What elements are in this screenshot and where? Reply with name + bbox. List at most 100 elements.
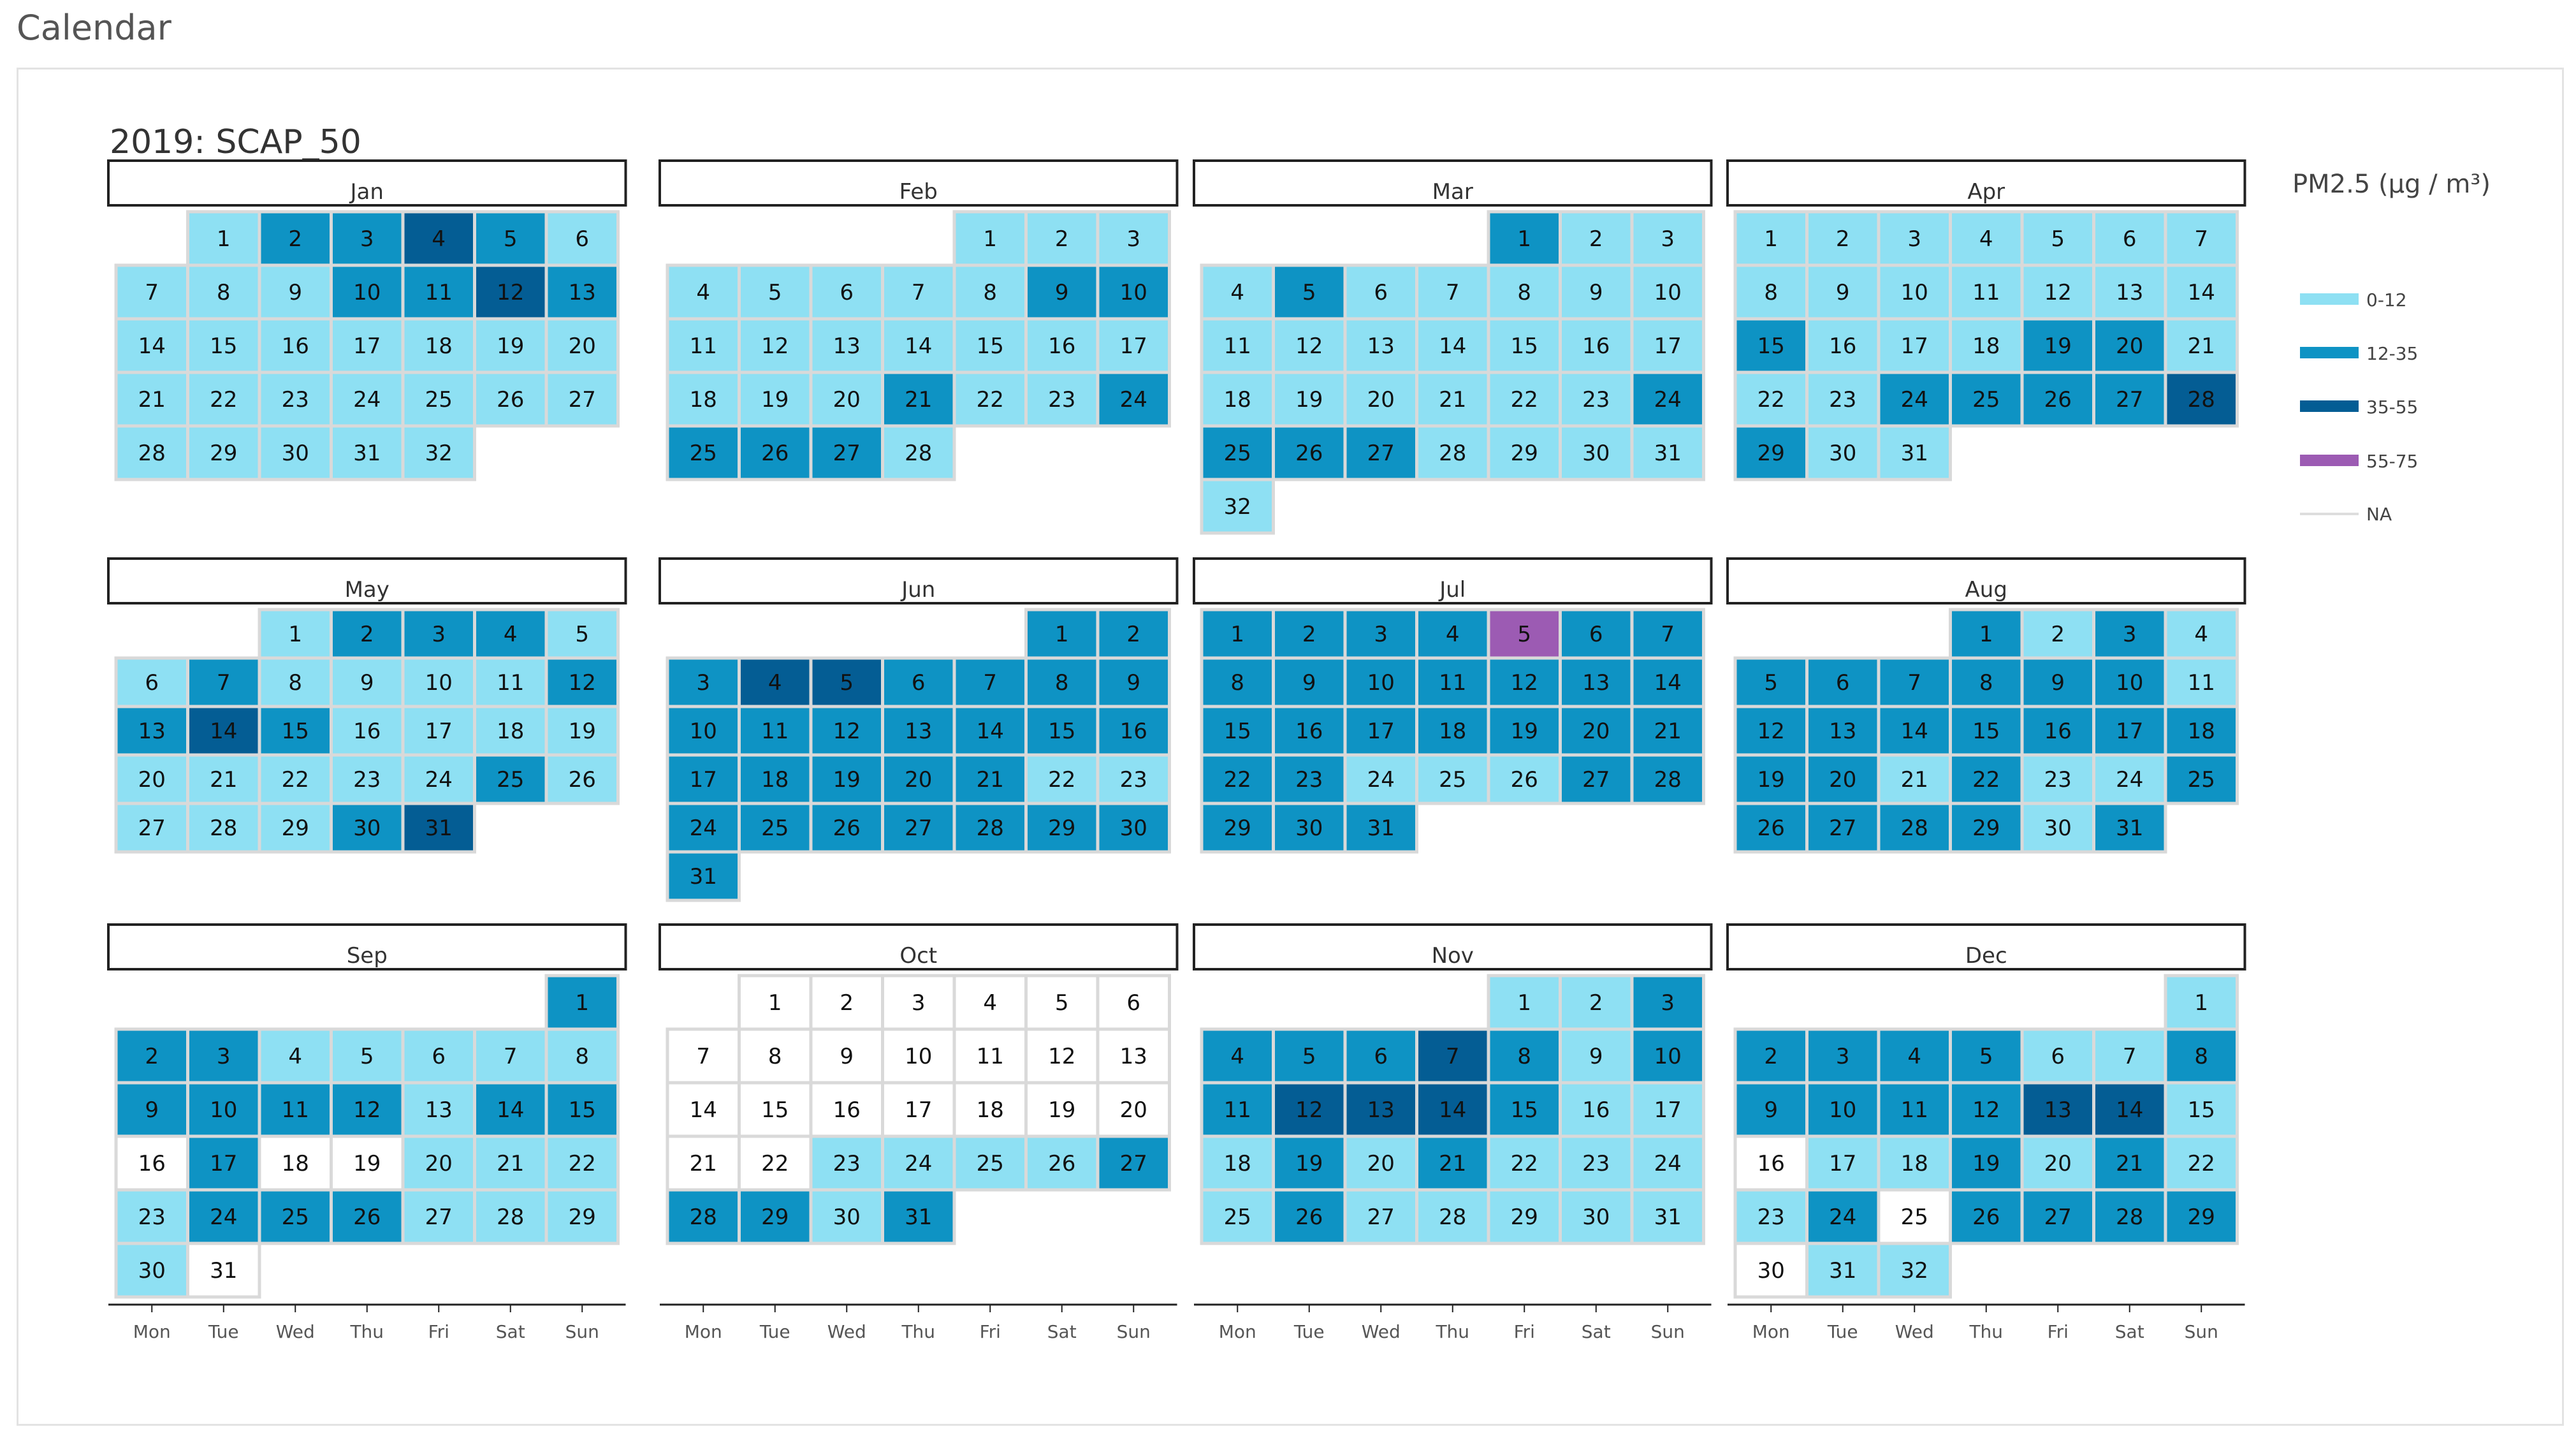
day-number: 18 [1439,719,1466,744]
day-number: 28 [1439,441,1466,466]
day-cell [666,850,741,902]
day-number: 20 [2044,1151,2072,1176]
day-cell [881,424,956,481]
day-number: 14 [1901,719,1928,744]
day-number: 14 [138,333,166,359]
day-number: 6 [1836,670,1850,696]
day-number: 15 [1048,719,1075,744]
day-number: 26 [833,816,861,841]
day-number: 24 [353,387,381,413]
day-number: 15 [282,719,309,744]
weekday-label: Thu [349,1321,384,1342]
day-number: 3 [432,622,446,647]
day-number: 28 [1654,767,1682,793]
day-number: 12 [1972,1097,2000,1123]
day-cell [186,317,261,374]
day-cell [1733,753,1808,805]
day-number: 14 [977,719,1004,744]
day-number: 1 [1764,226,1778,252]
day-number: 27 [1367,1205,1395,1230]
day-number: 22 [1048,767,1075,793]
day-cell [1877,1241,1952,1299]
day-cell [952,370,1028,428]
day-cell [330,424,405,481]
day-cell [401,802,476,854]
day-number: 12 [1295,1097,1323,1123]
weekday-label: Sat [2115,1321,2144,1342]
legend-swatch [2300,400,2359,412]
day-number: 3 [1126,226,1140,252]
day-number: 13 [569,280,596,305]
day-number: 23 [138,1205,166,1230]
day-number: 5 [1055,990,1069,1016]
day-cell [1487,1188,1562,1245]
day-number: 18 [977,1097,1004,1123]
day-number: 31 [1901,441,1928,466]
weekday-label: Wed [1895,1321,1934,1342]
day-number: 17 [425,719,453,744]
day-number: 6 [575,226,589,252]
day-number: 6 [432,1044,446,1069]
day-cell [330,263,405,321]
day-number: 1 [288,622,302,647]
day-number: 2 [1302,622,1316,647]
day-number: 21 [1439,387,1466,413]
day-number: 13 [1367,1097,1395,1123]
day-number: 22 [761,1151,789,1176]
day-cell [1559,608,1634,660]
day-cell [2092,210,2167,267]
day-number: 24 [210,1205,237,1230]
day-cell [1805,802,1881,854]
day-number: 11 [497,670,524,696]
day-number: 24 [425,767,453,793]
day-cell [1343,656,1418,708]
day-number: 23 [1295,767,1323,793]
day-cell [1272,656,1347,708]
day-number: 9 [1302,670,1316,696]
day-cell [1415,1134,1490,1192]
day-number: 12 [353,1097,381,1123]
day-number: 32 [425,441,453,466]
day-cell [881,1188,956,1245]
day-number: 3 [1836,1044,1850,1069]
month-label: May [345,577,389,603]
day-number: 7 [696,1044,710,1069]
day-number: 16 [2044,719,2072,744]
day-number: 30 [2044,816,2072,841]
day-cell [1733,1134,1808,1192]
day-cell [1630,424,1705,481]
day-number: 20 [1582,719,1610,744]
day-number: 29 [2188,1205,2215,1230]
day-number: 16 [1295,719,1323,744]
day-cell [1630,1188,1705,1245]
day-number: 11 [1901,1097,1928,1123]
day-number: 8 [1979,670,1993,696]
day-number: 5 [360,1044,374,1069]
day-cell [881,656,956,708]
day-cell [1200,1134,1275,1192]
weekday-label: Sat [1047,1321,1077,1342]
day-number: 8 [1764,280,1778,305]
day-number: 8 [2194,1044,2208,1069]
day-number: 27 [833,441,861,466]
day-number: 5 [1764,670,1778,696]
day-number: 4 [1446,622,1460,647]
day-number: 20 [905,767,932,793]
day-number: 27 [2044,1205,2072,1230]
day-number: 31 [353,441,381,466]
day-number: 20 [425,1151,453,1176]
day-number: 19 [353,1151,381,1176]
month-header-oct [659,923,1179,970]
day-number: 8 [983,280,997,305]
day-number: 14 [690,1097,717,1123]
day-number: 28 [2116,1205,2143,1230]
day-cell [544,1027,620,1085]
day-number: 16 [1757,1151,1785,1176]
day-cell [2020,370,2095,428]
day-number: 27 [1829,816,1856,841]
month-label: Oct [899,943,937,969]
weekday-label: Mon [1752,1321,1790,1342]
day-number: 17 [1367,719,1395,744]
day-number: 3 [1661,226,1675,252]
month-label: Feb [899,179,938,205]
